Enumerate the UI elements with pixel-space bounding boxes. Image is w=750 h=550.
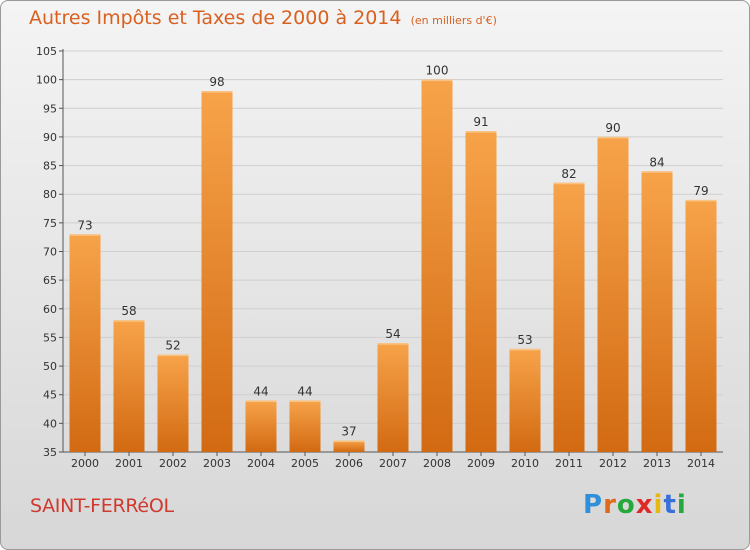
- logo-letter: i: [653, 490, 664, 520]
- data-label: 37: [341, 425, 356, 439]
- x-tick-label: 2004: [247, 457, 275, 470]
- y-tick-label: 75: [43, 217, 57, 230]
- data-label: 98: [209, 75, 224, 89]
- bar-highlight: [421, 79, 453, 82]
- chart-subtitle: (en milliers d'€): [410, 14, 497, 27]
- y-tick-label: 80: [43, 188, 57, 201]
- bar: [553, 182, 585, 452]
- y-tick-label: 105: [36, 45, 57, 58]
- x-tick-label: 2001: [115, 457, 143, 470]
- bar: [685, 199, 717, 452]
- x-tick-label: 2014: [687, 457, 715, 470]
- chart-title-block: Autres Impôts et Taxes de 2000 à 2014 (e…: [29, 7, 497, 29]
- y-tick-label: 85: [43, 160, 57, 173]
- data-label: 44: [253, 384, 268, 398]
- x-tick-label: 2008: [423, 457, 451, 470]
- logo-letter: x: [635, 490, 654, 520]
- data-label: 54: [385, 327, 400, 341]
- logo-letter: i: [676, 490, 687, 520]
- y-tick-label: 90: [43, 131, 57, 144]
- logo-letter: r: [603, 490, 617, 520]
- x-tick-label: 2013: [643, 457, 671, 470]
- bar: [509, 348, 541, 452]
- bar-highlight: [685, 199, 717, 202]
- y-tick-label: 35: [43, 446, 57, 459]
- bar-highlight: [641, 171, 673, 173]
- bar-highlight: [333, 440, 365, 443]
- logo-letter: t: [663, 490, 677, 520]
- bar-highlight: [157, 354, 189, 357]
- y-tick-label: 50: [43, 360, 57, 373]
- bar: [201, 91, 233, 452]
- data-label: 79: [693, 184, 708, 198]
- y-tick-label: 100: [36, 74, 57, 87]
- proxiti-logo: Proxiti: [583, 490, 687, 520]
- bars: [69, 79, 717, 453]
- bar: [377, 343, 409, 452]
- bar-highlight: [113, 320, 145, 322]
- bar-highlight: [509, 348, 541, 351]
- bar-highlight: [245, 400, 277, 402]
- x-tick-label: 2006: [335, 457, 363, 470]
- y-tick-label: 65: [43, 274, 57, 287]
- y-tick-label: 45: [43, 389, 57, 402]
- bar: [289, 400, 321, 452]
- x-tick-label: 2000: [71, 457, 99, 470]
- bar-highlight: [553, 182, 585, 185]
- logo-letter: o: [616, 490, 636, 520]
- x-tick-label: 2002: [159, 457, 187, 470]
- bar-highlight: [289, 400, 321, 402]
- bar: [597, 136, 629, 452]
- logo-letter: P: [583, 490, 604, 520]
- y-tick-label: 40: [43, 417, 57, 430]
- y-tick-label: 95: [43, 102, 57, 115]
- x-tick-label: 2012: [599, 457, 627, 470]
- bar-highlight: [69, 234, 101, 236]
- bar: [641, 171, 673, 453]
- bar: [69, 234, 101, 452]
- bar-highlight: [465, 131, 497, 133]
- data-label: 91: [473, 115, 488, 129]
- x-tick-label: 2010: [511, 457, 539, 470]
- bar: [421, 79, 453, 453]
- bar: [245, 400, 277, 452]
- data-label: 58: [121, 304, 136, 318]
- bar-highlight: [377, 343, 409, 345]
- commune-name: SAINT-FERRéOL: [30, 495, 174, 517]
- x-tick-label: 2009: [467, 457, 495, 470]
- y-tick-labels: 35 40 45 50 55 60 65 70 75 80 85 90 95 100 105: [36, 45, 57, 459]
- bar: [465, 131, 497, 452]
- x-tick-label: 2003: [203, 457, 231, 470]
- data-label: 100: [426, 64, 449, 78]
- y-tick-label: 60: [43, 303, 57, 316]
- y-tick-label: 70: [43, 246, 57, 259]
- x-tick-label: 2007: [379, 457, 407, 470]
- data-label: 53: [517, 333, 532, 347]
- data-label: 73: [77, 218, 92, 232]
- data-label: 52: [165, 339, 180, 353]
- data-label: 90: [605, 121, 620, 135]
- x-tick-labels: 2000 2001 2002 2003 2004 2005 2006 2007 2008 2009…: [71, 457, 715, 470]
- x-tick-label: 2011: [555, 457, 583, 470]
- data-label: 44: [297, 384, 312, 398]
- data-label: 84: [649, 155, 664, 169]
- bar: [333, 440, 365, 452]
- bar: [113, 320, 145, 452]
- bar: [157, 354, 189, 452]
- data-label: 82: [561, 167, 576, 181]
- data-labels: 73 58 52 98 44 44 37 54 100 91 53 82 90 84 79: [77, 64, 708, 439]
- y-tick-label: 55: [43, 331, 57, 344]
- bar-highlight: [201, 91, 233, 93]
- bar-highlight: [597, 136, 629, 139]
- x-tick-label: 2005: [291, 457, 319, 470]
- chart-title: Autres Impôts et Taxes de 2000 à 2014: [29, 7, 402, 29]
